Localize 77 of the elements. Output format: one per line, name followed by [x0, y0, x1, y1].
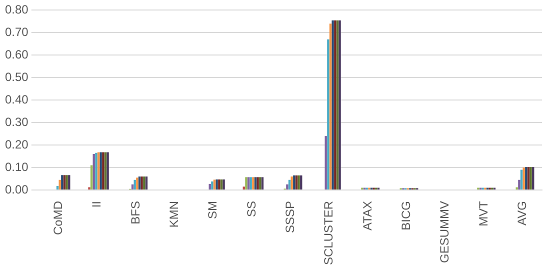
x-tick-label: BFS	[128, 200, 142, 224]
bar	[145, 176, 148, 190]
bar	[61, 175, 64, 190]
y-tick-label: 0.00	[4, 182, 29, 196]
bar	[220, 179, 223, 190]
bar	[530, 167, 532, 190]
bar	[211, 181, 214, 190]
bar	[518, 180, 520, 190]
y-tick-label: 0.40	[4, 92, 29, 106]
y-tick-label: 0.70	[4, 24, 29, 39]
bar	[100, 152, 102, 190]
y-tick-label: 0.80	[4, 2, 29, 17]
x-tick-label: SCLUSTER	[322, 200, 336, 265]
bar	[252, 177, 254, 190]
bar	[208, 184, 211, 190]
bar	[327, 39, 330, 190]
x-tick-label: BICG	[398, 200, 413, 230]
y-tick-label: 0.50	[4, 70, 29, 84]
x-tick-label: SS	[244, 200, 258, 217]
y-tick-label: 0.30	[4, 114, 29, 129]
bar	[290, 176, 293, 190]
bar	[58, 180, 61, 190]
bar	[247, 177, 250, 190]
bar	[104, 152, 107, 190]
bar	[63, 175, 66, 190]
x-tick-label: KMN	[166, 200, 181, 228]
bar	[295, 175, 298, 190]
bar	[213, 180, 216, 190]
bar	[68, 175, 70, 190]
bar	[140, 176, 143, 190]
bar	[106, 152, 109, 190]
bar	[254, 177, 257, 190]
bar	[66, 175, 68, 190]
bar	[334, 20, 336, 190]
bar	[522, 168, 525, 190]
bar	[259, 177, 262, 190]
bar	[520, 170, 523, 190]
bar	[143, 176, 146, 190]
bar	[532, 167, 534, 190]
x-tick-label: SSSP	[282, 200, 297, 233]
bar	[95, 152, 98, 190]
bar	[525, 167, 528, 190]
bar	[298, 175, 300, 190]
x-tick-label: II	[90, 200, 104, 208]
x-tick-label: MVT	[476, 200, 490, 226]
bar	[256, 177, 259, 190]
bar	[261, 177, 264, 190]
bar	[332, 20, 334, 190]
bar	[324, 136, 327, 190]
bar	[97, 152, 100, 190]
x-tick-label: CoMD	[51, 200, 65, 235]
y-tick-label: 0.10	[4, 160, 29, 174]
bar	[136, 178, 138, 190]
bar	[56, 186, 59, 190]
bar	[300, 175, 302, 190]
bar	[218, 179, 220, 190]
bar	[242, 186, 245, 190]
y-tick-label: 0.20	[4, 137, 29, 152]
bar	[245, 177, 248, 190]
bar	[286, 184, 288, 190]
bar	[293, 175, 296, 190]
bar	[102, 152, 104, 190]
bar	[336, 20, 339, 190]
bar	[250, 177, 252, 190]
bar	[216, 179, 218, 190]
x-tick-label: SM	[206, 200, 220, 219]
bar	[222, 179, 225, 190]
x-tick-label: AVG	[514, 200, 529, 226]
bar	[90, 165, 93, 190]
x-tick-label: GESUMMV	[438, 200, 452, 263]
bar	[92, 154, 95, 190]
x-tick-label: ATAX	[360, 200, 374, 231]
y-tick-label: 0.60	[4, 47, 29, 62]
bar	[329, 24, 332, 190]
bar	[138, 176, 141, 190]
bar	[338, 20, 341, 190]
bar	[527, 167, 530, 190]
